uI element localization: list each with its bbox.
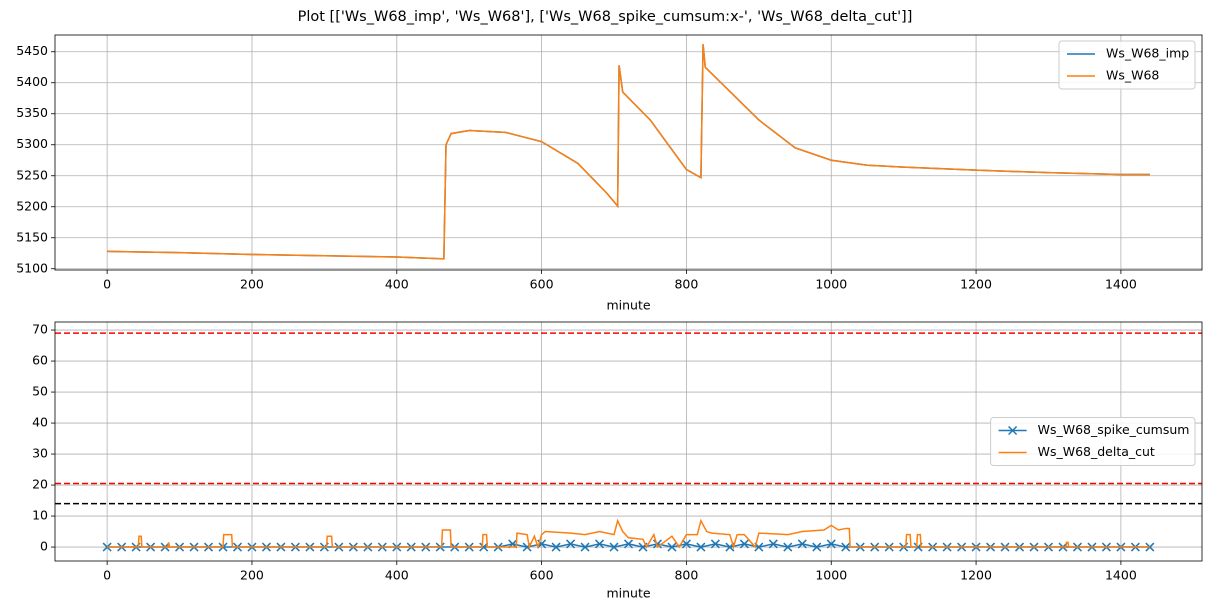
y-tick-label: 5300 xyxy=(16,136,48,151)
x-tick-label: 1000 xyxy=(815,568,847,583)
marker xyxy=(797,539,807,549)
marker xyxy=(710,539,720,549)
y-tick-label: 20 xyxy=(32,477,48,492)
y-tick-label: 30 xyxy=(32,446,48,461)
series-line xyxy=(107,44,1150,260)
y-tick-label: 5150 xyxy=(16,229,48,244)
x-tick-label: 0 xyxy=(103,568,111,583)
marker xyxy=(580,542,590,552)
marker xyxy=(479,542,489,552)
y-tick-label: 40 xyxy=(32,415,48,430)
series-line xyxy=(107,518,1150,550)
y-tick-label: 5350 xyxy=(16,105,48,120)
x-tick-label: 800 xyxy=(674,277,698,292)
y-tick-label: 60 xyxy=(32,353,48,368)
axes-frame xyxy=(54,34,1203,271)
x-tick-label: 1000 xyxy=(815,277,847,292)
axes-frame xyxy=(54,321,1203,562)
marker xyxy=(609,542,619,552)
y-tick-label: 5400 xyxy=(16,74,48,89)
x-tick-label: 400 xyxy=(385,277,409,292)
y-tick-label: 0 xyxy=(40,539,48,554)
y-tick-label: 5200 xyxy=(16,198,48,213)
marker xyxy=(623,539,634,549)
marker xyxy=(826,539,836,549)
x-tick-label: 1400 xyxy=(1105,277,1137,292)
figure-title: Plot [['Ws_W68_imp', 'Ws_W68'], ['Ws_W68… xyxy=(298,9,913,25)
marker xyxy=(696,542,706,552)
legend: Ws_W68_imp Ws_W68 xyxy=(1058,40,1196,90)
legend: Ws_W68_spike_cumsum Ws_W68_delta_cut xyxy=(990,417,1196,466)
series-line xyxy=(107,44,1150,260)
marker xyxy=(681,539,691,549)
y-tick-label: 5450 xyxy=(16,43,48,58)
legend-box xyxy=(990,417,1196,466)
x-tick-label: 200 xyxy=(240,277,264,292)
marker xyxy=(102,542,112,552)
x-tick-label: 400 xyxy=(385,568,409,583)
y-tick-label: 10 xyxy=(32,508,48,523)
marker xyxy=(652,539,662,549)
legend-label: Ws_W68_spike_cumsum xyxy=(1038,422,1190,437)
marker xyxy=(812,542,822,552)
marker xyxy=(739,539,749,549)
legend-label: Ws_W68_imp xyxy=(1106,46,1189,61)
x-tick-label: 1200 xyxy=(960,277,992,292)
x-axis-label: minute xyxy=(606,586,650,601)
x-tick-label: 800 xyxy=(674,568,698,583)
x-tick-label: 0 xyxy=(103,277,111,292)
x-tick-label: 600 xyxy=(530,277,554,292)
x-tick-label: 600 xyxy=(530,568,554,583)
marker xyxy=(566,539,576,549)
marker xyxy=(841,542,851,552)
y-tick-label: 70 xyxy=(32,322,48,337)
y-tick-label: 5250 xyxy=(16,167,48,182)
legend-label: Ws_W68 xyxy=(1106,68,1159,83)
x-tick-label: 1400 xyxy=(1105,568,1137,583)
x-tick-label: 1200 xyxy=(960,568,992,583)
marker xyxy=(667,542,677,552)
y-tick-label: 50 xyxy=(32,384,48,399)
x-axis-label: minute xyxy=(606,298,650,313)
marker xyxy=(551,542,561,552)
marker xyxy=(783,542,793,552)
marker xyxy=(595,539,605,549)
marker xyxy=(768,539,778,549)
legend-box xyxy=(1058,40,1196,90)
x-tick-label: 200 xyxy=(240,568,264,583)
legend-label: Ws_W68_delta_cut xyxy=(1038,444,1155,459)
y-tick-label: 5100 xyxy=(16,260,48,275)
legend-marker xyxy=(1008,425,1018,436)
